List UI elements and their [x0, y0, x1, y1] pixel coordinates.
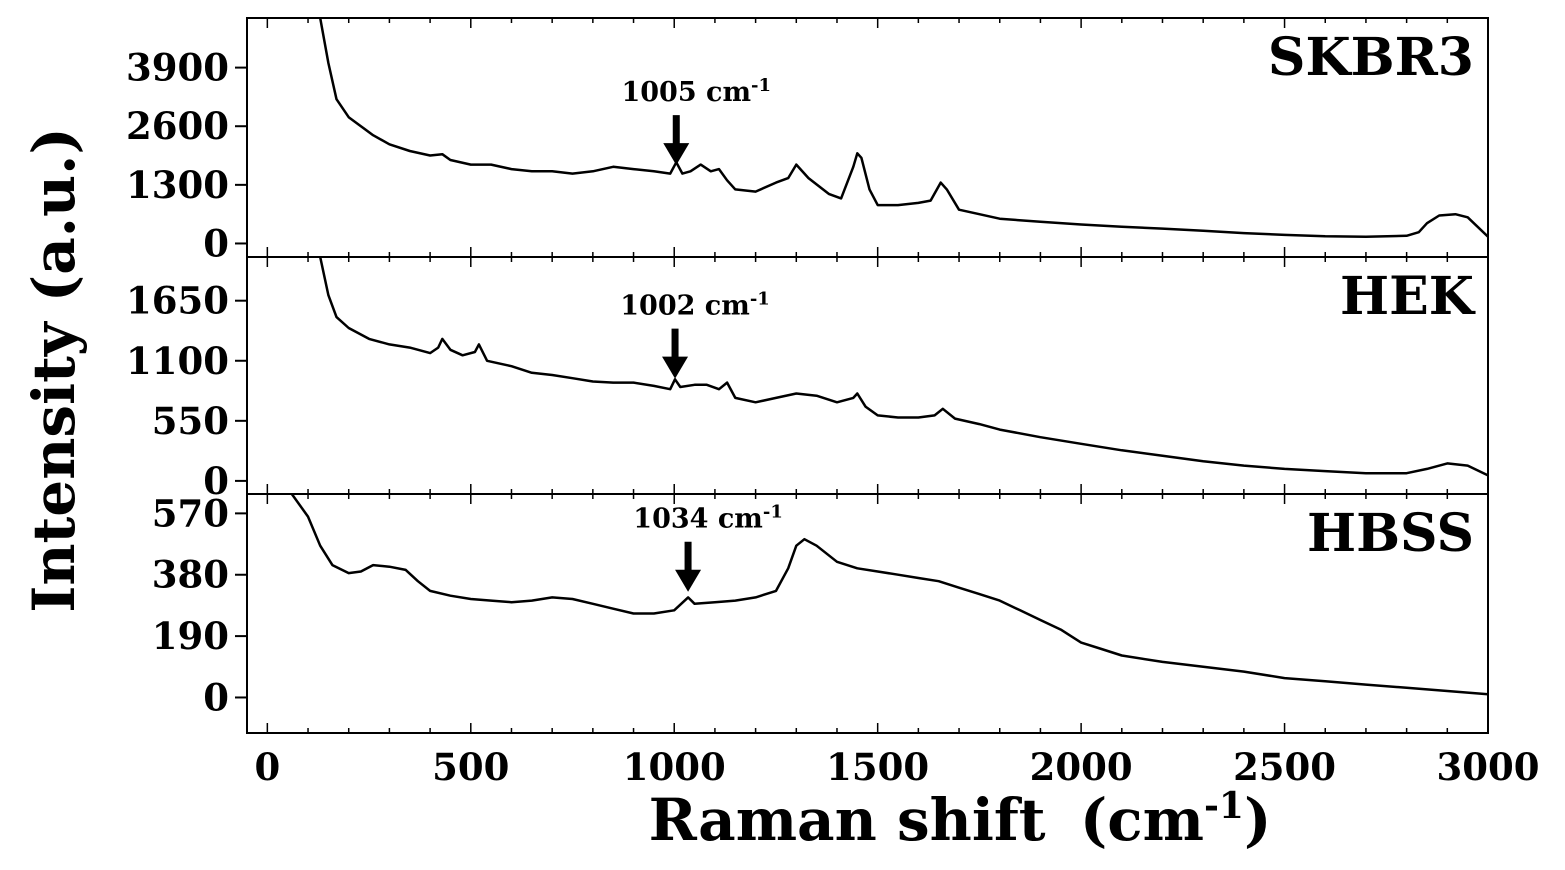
x-axis-title-main: Raman shift [649, 786, 1046, 854]
x-tick-labels: 0 500 1000 1500 2000 2500 3000 [254, 745, 1539, 789]
panel-hek: 0 550 1100 1650 HEK 1002 cm-1 [126, 256, 1489, 503]
annotation-label-sup: -1 [751, 75, 771, 96]
y-tick-label: 380 [152, 553, 229, 597]
annotation-label: 1005 cm-1 [621, 75, 771, 108]
y-tick-label: 570 [152, 491, 229, 535]
series-line-skbr3 [318, 18, 1488, 238]
annotation-label-text: 1034 cm [633, 504, 763, 535]
y-tick-label: 2600 [126, 104, 229, 148]
y-tick-label: 1100 [126, 339, 229, 383]
panel-hbss: 0 190 380 570 HBSS 1034 cm-1 [152, 491, 1489, 734]
x-axis-title-unit-sup: -1 [1204, 785, 1244, 827]
y-axis-title: Intensity (a.u.) [20, 127, 88, 613]
y-tick-label: 1300 [126, 163, 229, 207]
y-tick-label: 0 [203, 675, 229, 719]
annotation-label: 1002 cm-1 [620, 289, 770, 322]
annotation-label-sup: -1 [763, 502, 783, 523]
annotation-label-text: 1005 cm [621, 77, 751, 108]
panel-label: HEK [1340, 266, 1476, 327]
x-tick-label: 2000 [1030, 745, 1133, 789]
panel-label: SKBR3 [1268, 27, 1474, 88]
y-tick-label: 190 [152, 614, 229, 658]
y-tick-label: 0 [203, 459, 229, 503]
annotation-label: 1034 cm-1 [633, 502, 783, 535]
y-tick-label: 3900 [126, 46, 229, 90]
x-tick-label: 2500 [1233, 745, 1336, 789]
x-tick-label: 500 [432, 745, 509, 789]
panel-frame [246, 256, 1489, 495]
panel-skbr3: 0 1300 2600 3900 SKBR3 1005 cm-1 [126, 17, 1489, 265]
y-tick-label: 1650 [126, 279, 229, 323]
panel-label: HBSS [1307, 503, 1474, 564]
annotation-arrow-head [675, 569, 702, 592]
panel-frame [246, 493, 1489, 734]
x-tick-label: 0 [254, 745, 280, 789]
x-axis-title-unit: (cm [1080, 786, 1204, 854]
x-tick-label: 3000 [1437, 745, 1540, 789]
annotation-arrow-head [662, 356, 689, 379]
series-line-hbss [290, 494, 1488, 696]
x-axis-title-unit-close: ) [1244, 786, 1271, 854]
x-axis-title: Raman shift (cm-1) [649, 785, 1272, 854]
annotation-arrow-head [663, 143, 690, 166]
y-tick-label: 0 [203, 221, 229, 265]
annotation-label-text: 1002 cm [620, 291, 750, 322]
x-tick-label: 1500 [826, 745, 929, 789]
series-line-hek [318, 257, 1488, 477]
x-tick-label: 1000 [623, 745, 726, 789]
y-tick-label: 550 [152, 399, 229, 443]
annotation-label-sup: -1 [750, 289, 770, 310]
